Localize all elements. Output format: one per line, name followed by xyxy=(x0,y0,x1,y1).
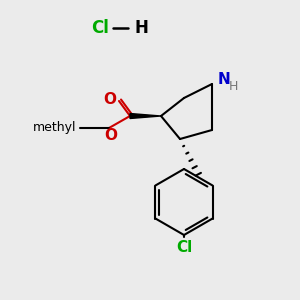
Text: Cl: Cl xyxy=(91,19,109,37)
Text: Cl: Cl xyxy=(176,241,192,256)
Text: N: N xyxy=(218,71,231,86)
Text: methyl: methyl xyxy=(32,121,76,134)
Polygon shape xyxy=(130,113,161,119)
Text: O: O xyxy=(104,128,118,142)
Text: H: H xyxy=(134,19,148,37)
Text: O: O xyxy=(103,92,116,106)
Text: H: H xyxy=(229,80,238,92)
